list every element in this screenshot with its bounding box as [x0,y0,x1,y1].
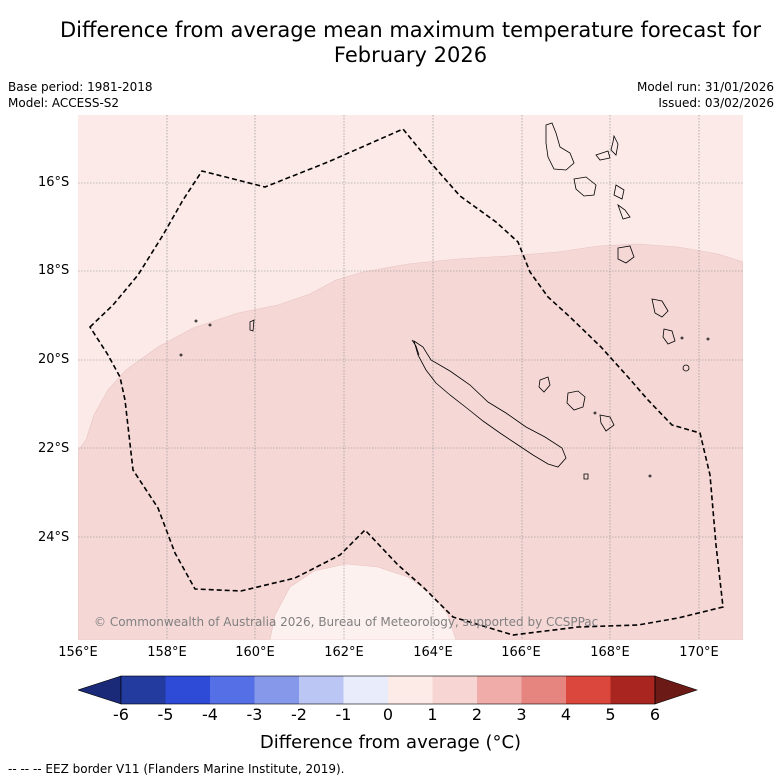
colorbar-box [343,676,388,704]
colorbar [78,675,698,705]
colorbar-tick-label: -3 [246,705,263,724]
colorbar-tick-label: -1 [335,705,352,724]
loyalty-island-3 [599,414,615,432]
lon-label-156e: 156°E [58,645,98,660]
colorbar-box [521,676,566,704]
colorbar-boxes [78,675,698,705]
title-line-1: Difference from average mean maximum tem… [60,18,761,42]
vanuatu-aneityum [662,328,676,345]
model-name: Model: ACCESS-S2 [8,96,120,110]
new-caledonia-coast [413,340,567,468]
colorbar-tick-label: -5 [157,705,174,724]
vanuatu-island-c [613,184,625,200]
matthew-island [583,473,589,480]
colorbar-tick-label: 0 [382,705,394,724]
meta-right: Model run: 31/01/2026 Issued: 03/02/2026 [637,79,774,111]
colorbar-tick-label: 6 [649,705,661,724]
colorbar-box [388,676,433,704]
lat-label-24s: 24°S [38,530,70,545]
colorbar-box [299,676,344,704]
colorbar-tick-label: -2 [291,705,307,724]
vanuatu-tanna [651,298,669,318]
colorbar-extend-under [78,675,122,705]
model-run: Model run: 31/01/2026 [636,80,774,94]
colorbar-label: Difference from average (°C) [259,732,522,753]
colorbar-box [566,676,611,704]
colorbar-frame [120,675,656,705]
lat-label-20s: 20°S [38,352,70,367]
colorbar-tick-label: 1 [427,705,438,724]
vanuatu-island-d [617,203,631,220]
coastlines [179,122,710,480]
vanuatu-espiritu-santo [545,122,575,171]
colorbar-tick-label: 4 [560,705,572,724]
lon-label-166e: 166°E [501,645,541,660]
lat-label-22s: 22°S [38,441,70,456]
colorbar-tick-label: -6 [113,705,129,724]
colorbar-box [121,676,166,704]
loyalty-island-1 [538,376,551,393]
lon-label-164e: 164°E [413,645,453,660]
lon-label-168e: 168°E [590,645,630,660]
colorbar-box [165,676,210,704]
colorbar-box [477,676,522,704]
title-line-2: February 2026 [333,43,488,67]
lon-label-160e: 160°E [235,645,275,660]
colorbar-extend-over [654,675,698,705]
copyright-notice: © Commonwealth of Australia 2026, Bureau… [94,615,598,629]
vanuatu-island-b [595,150,611,161]
vanuatu-efate [617,245,635,264]
base-period: Base period: 1981-2018 [8,80,153,94]
map-zone-1-2 [78,243,743,640]
eez-legend: -- -- -- EEZ border V11 (Flanders Marine… [8,762,345,776]
lon-label-158e: 158°E [147,645,187,660]
vanuatu-island-a [610,134,619,156]
chart-title: Difference from average mean maximum tem… [20,18,781,68]
map-cool-patch [269,563,457,640]
colorbar-box [432,676,477,704]
colorbar-box [254,676,299,704]
vanuatu-malakula [573,176,597,197]
colorbar-tick-label: 2 [471,705,483,724]
lat-label-16s: 16°S [38,175,70,190]
loyalty-island-2 [566,390,586,411]
colorbar-box [210,676,255,704]
colorbar-tick-label: -4 [202,705,218,724]
meta-left: Base period: 1981-2018 Model: ACCESS-S2 [8,79,153,111]
colorbar-box [610,676,655,704]
eez-border [88,128,724,636]
issued-date: Issued: 03/02/2026 [658,96,774,110]
colorbar-tick-label: 5 [605,705,616,724]
lon-label-162e: 162°E [324,645,364,660]
lon-label-170e: 170°E [679,645,719,660]
colorbar-tick-label: 3 [516,705,527,724]
gridlines [78,115,743,640]
forecast-map: © Commonwealth of Australia 2026, Bureau… [78,115,743,640]
lat-label-18s: 18°S [38,263,70,278]
